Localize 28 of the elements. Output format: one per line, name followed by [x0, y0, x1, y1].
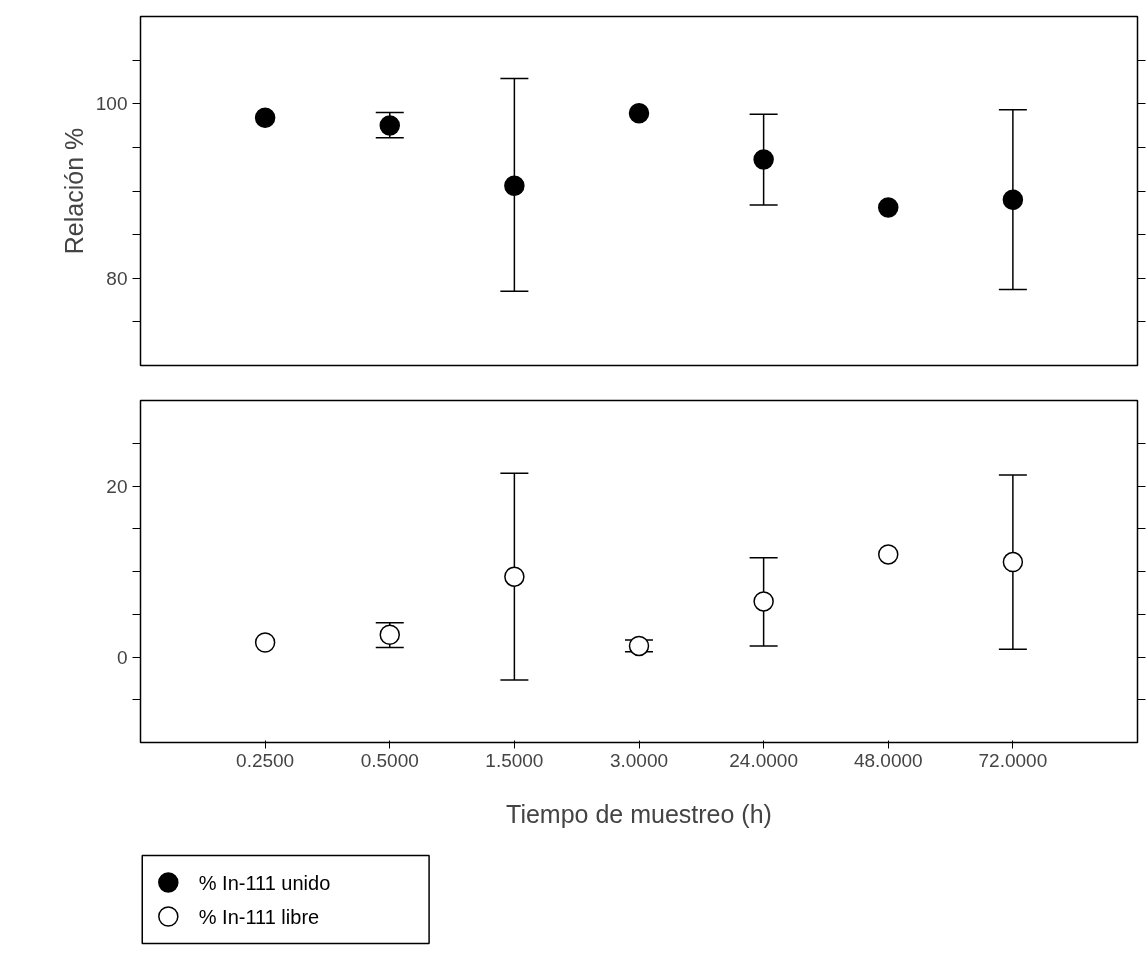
x-axis-title: Tiempo de muestreo (h): [506, 799, 772, 828]
x-tick-label: 24.0000: [729, 749, 798, 771]
x-tick-label: 0.2500: [236, 749, 295, 771]
point: [753, 149, 774, 170]
point: [878, 544, 899, 565]
x-tick-label: 3.0000: [609, 749, 669, 771]
y-tick-label: 20: [106, 475, 128, 497]
point: [628, 103, 650, 124]
x-tick-label: 1.5000: [485, 749, 544, 771]
y-tick-label: 80: [106, 267, 128, 289]
point: [379, 115, 400, 136]
legend-label: % In-111 unido: [198, 871, 331, 894]
y-axis-title: Relación %: [59, 127, 88, 255]
point: [254, 632, 276, 653]
point: [504, 175, 525, 196]
point: [504, 566, 525, 587]
x-tick-label: 0.5000: [360, 749, 419, 771]
point: [379, 624, 400, 645]
point: [254, 107, 276, 128]
x-tick-label: 72.0000: [978, 749, 1048, 771]
point: [1002, 551, 1024, 573]
point: [1002, 189, 1024, 210]
y-tick-label: 100: [95, 93, 128, 115]
point: [753, 591, 774, 612]
text: % In-111 libre: [198, 905, 320, 928]
y-tick-label: 0: [116, 646, 128, 668]
x-tick-label: 48.0000: [853, 749, 923, 771]
point: [878, 197, 899, 218]
